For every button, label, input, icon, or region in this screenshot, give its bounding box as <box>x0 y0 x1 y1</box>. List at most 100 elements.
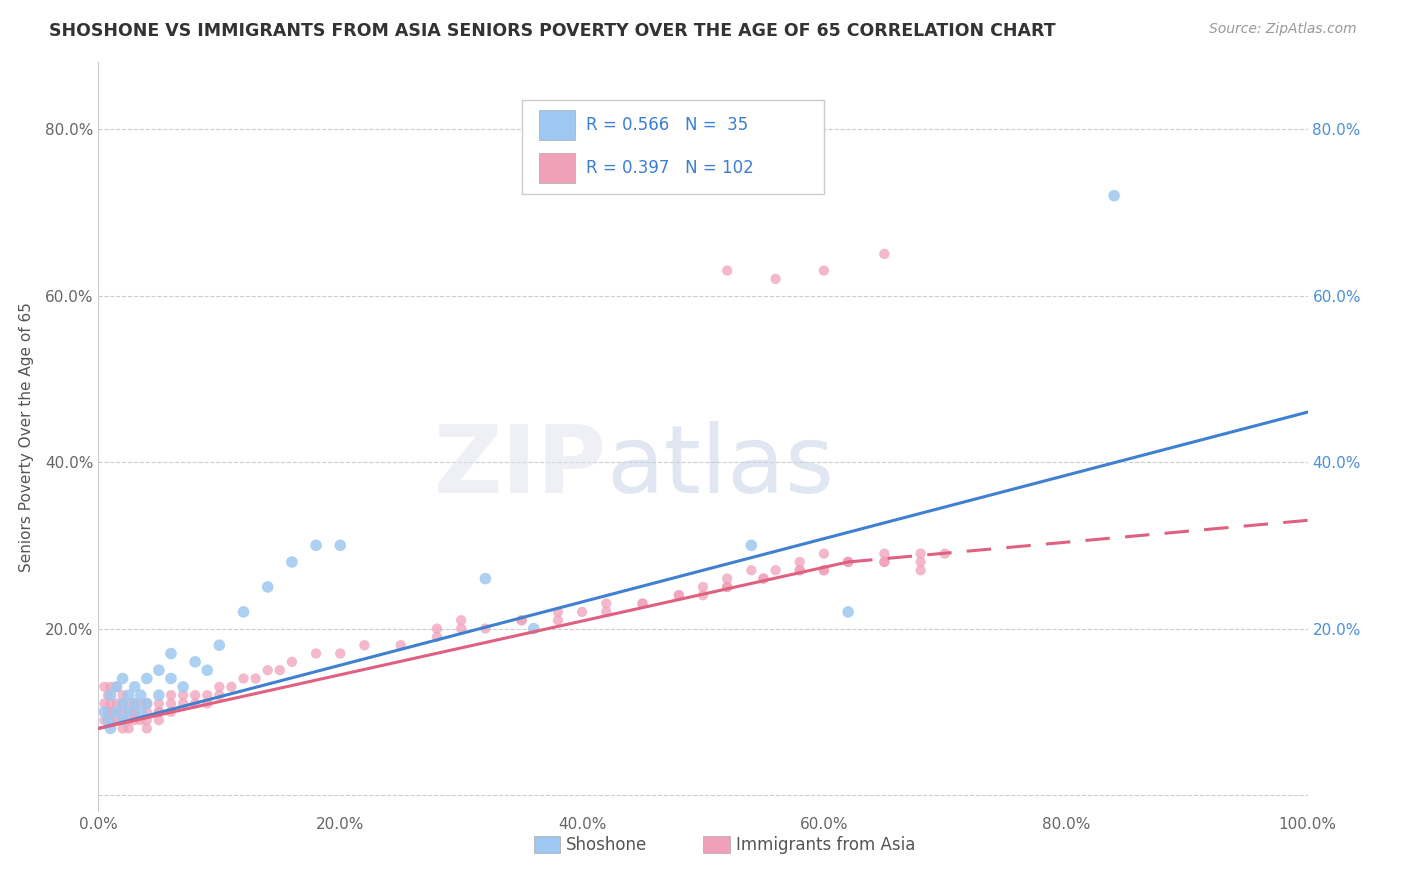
Point <box>105 680 128 694</box>
Point <box>160 672 183 686</box>
Point <box>813 563 835 577</box>
Point <box>160 697 183 711</box>
Point <box>129 688 152 702</box>
Point <box>631 597 654 611</box>
Point <box>692 580 714 594</box>
Point <box>105 713 128 727</box>
Point <box>668 588 690 602</box>
Point <box>118 705 141 719</box>
FancyBboxPatch shape <box>538 153 575 183</box>
Point <box>389 638 412 652</box>
Point <box>111 697 134 711</box>
Point <box>221 680 243 694</box>
Point <box>837 555 859 569</box>
Point <box>571 605 593 619</box>
Point <box>105 697 128 711</box>
Point <box>789 563 811 577</box>
Text: Shoshone: Shoshone <box>567 836 648 854</box>
Point <box>160 688 183 702</box>
Point <box>716 580 738 594</box>
Point <box>100 688 122 702</box>
Point <box>595 597 617 611</box>
Point <box>118 713 141 727</box>
Point <box>740 538 762 552</box>
Point <box>269 663 291 677</box>
Point <box>184 688 207 702</box>
Point <box>716 263 738 277</box>
Point <box>111 722 134 736</box>
Point <box>111 713 134 727</box>
Point <box>631 597 654 611</box>
Point <box>692 588 714 602</box>
Point <box>118 697 141 711</box>
Point <box>118 722 141 736</box>
Point <box>716 580 738 594</box>
Point <box>172 697 194 711</box>
Point <box>523 622 546 636</box>
Point <box>118 705 141 719</box>
Point <box>752 572 775 586</box>
Point <box>426 622 449 636</box>
Point <box>124 713 146 727</box>
Point <box>837 555 859 569</box>
Point <box>256 580 278 594</box>
FancyBboxPatch shape <box>538 110 575 140</box>
Point <box>97 688 120 702</box>
Point <box>148 697 170 711</box>
Point <box>100 697 122 711</box>
Point <box>148 705 170 719</box>
Point <box>281 655 304 669</box>
Point <box>256 663 278 677</box>
Text: SHOSHONE VS IMMIGRANTS FROM ASIA SENIORS POVERTY OVER THE AGE OF 65 CORRELATION : SHOSHONE VS IMMIGRANTS FROM ASIA SENIORS… <box>49 22 1056 40</box>
Point <box>105 680 128 694</box>
Point <box>124 705 146 719</box>
Point <box>184 697 207 711</box>
Point <box>124 680 146 694</box>
Point <box>510 613 533 627</box>
Point <box>547 605 569 619</box>
Point <box>93 705 115 719</box>
Point <box>195 697 218 711</box>
Point <box>148 705 170 719</box>
Point <box>873 555 896 569</box>
Text: Immigrants from Asia: Immigrants from Asia <box>735 836 915 854</box>
Point <box>873 547 896 561</box>
Point <box>208 688 231 702</box>
Text: atlas: atlas <box>606 421 835 513</box>
Point <box>232 605 254 619</box>
Point <box>813 563 835 577</box>
Point <box>100 680 122 694</box>
Point <box>837 605 859 619</box>
Point <box>547 613 569 627</box>
Text: R = 0.566   N =  35: R = 0.566 N = 35 <box>586 116 748 134</box>
Point <box>474 622 496 636</box>
Point <box>765 272 787 286</box>
Point <box>135 722 157 736</box>
Point <box>305 647 328 661</box>
Point <box>595 605 617 619</box>
Point <box>232 672 254 686</box>
Point <box>111 697 134 711</box>
Point <box>93 697 115 711</box>
Point <box>172 688 194 702</box>
Point <box>124 697 146 711</box>
Point <box>129 705 152 719</box>
Point <box>135 672 157 686</box>
Point <box>105 705 128 719</box>
Point <box>124 705 146 719</box>
Point <box>474 572 496 586</box>
Point <box>97 705 120 719</box>
Point <box>135 697 157 711</box>
Point <box>111 713 134 727</box>
Point <box>910 563 932 577</box>
Point <box>124 697 146 711</box>
Point <box>93 713 115 727</box>
Text: Source: ZipAtlas.com: Source: ZipAtlas.com <box>1209 22 1357 37</box>
Point <box>100 705 122 719</box>
Point <box>716 572 738 586</box>
Point <box>281 555 304 569</box>
Point <box>100 713 122 727</box>
Point <box>129 697 152 711</box>
Point <box>135 705 157 719</box>
Text: R = 0.397   N = 102: R = 0.397 N = 102 <box>586 159 754 178</box>
